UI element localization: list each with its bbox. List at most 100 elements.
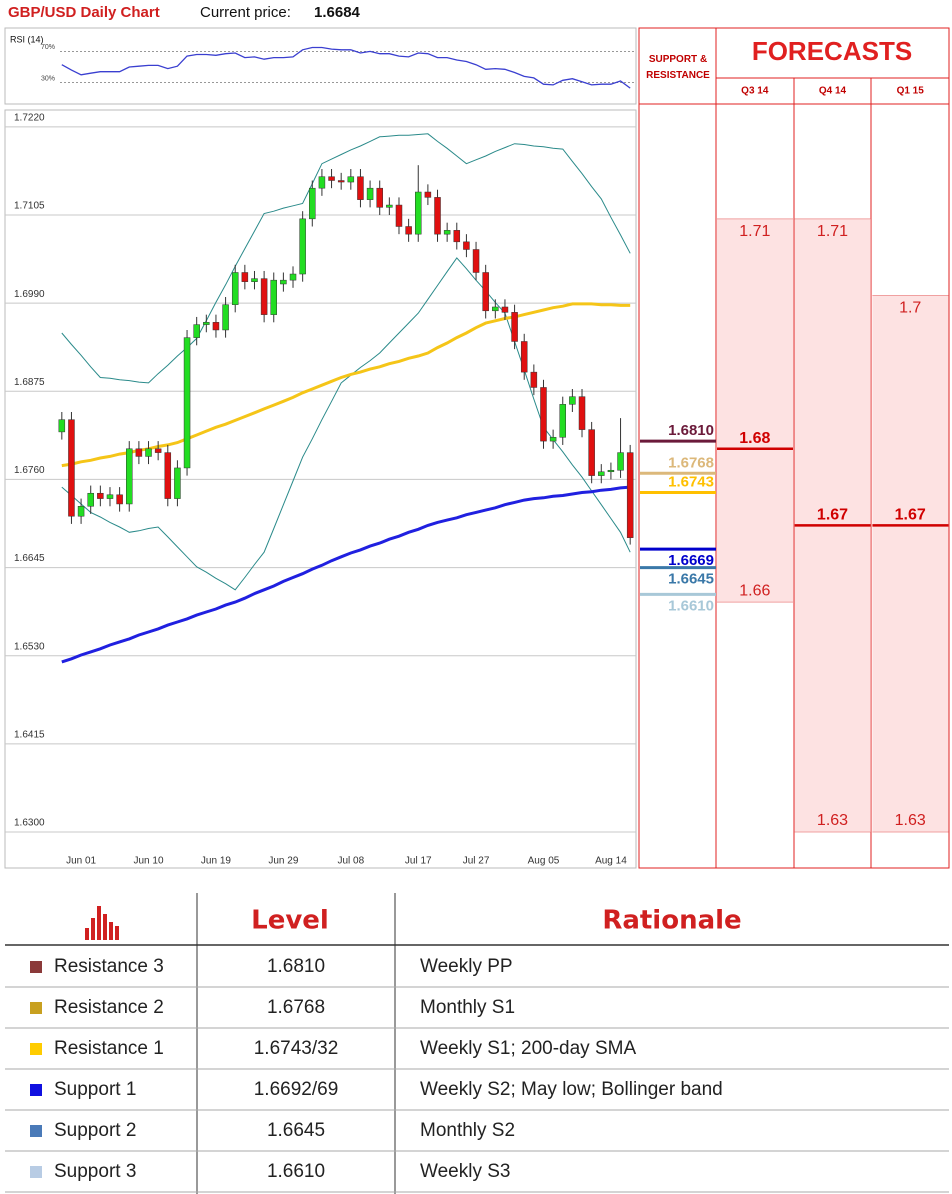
y-tick-label: 1.6875 — [14, 377, 45, 388]
y-tick-label: 1.6300 — [14, 818, 45, 829]
candle-body — [145, 448, 152, 457]
price-panel — [4, 109, 637, 869]
legend-swatch — [30, 961, 42, 973]
y-tick-label: 1.6530 — [14, 641, 45, 652]
row-level: 1.6692/69 — [254, 1079, 339, 1100]
candle-body — [395, 204, 403, 227]
forecast-low-label: 1.66 — [739, 582, 770, 599]
candle-body — [501, 306, 509, 313]
x-tick-label: Jul 27 — [463, 856, 490, 867]
forecast-mid-label: 1.67 — [817, 507, 848, 524]
forecast-low-label: 1.63 — [895, 812, 926, 829]
candle-body — [559, 404, 566, 438]
y-tick-label: 1.7220 — [14, 113, 45, 124]
row-rationale: Monthly S1 — [420, 997, 515, 1018]
table-icon — [85, 906, 119, 940]
indicator-line — [61, 133, 631, 384]
candle-body — [135, 448, 143, 457]
candle-body — [520, 341, 528, 373]
rsi-panel — [4, 27, 637, 105]
table-header: Rationale — [602, 906, 741, 936]
candle-body — [482, 272, 489, 312]
legend-swatch — [30, 1002, 42, 1014]
candle-body — [626, 452, 634, 538]
candle-body — [357, 176, 364, 200]
indicator-line — [61, 302, 631, 468]
candle-body — [299, 218, 306, 275]
candle-body — [193, 324, 200, 338]
candle-body — [472, 249, 480, 273]
candle-body — [164, 452, 172, 499]
forecast-high-label: 1.71 — [817, 223, 848, 240]
candle-body — [68, 419, 75, 517]
forecast-mid-label: 1.68 — [739, 430, 770, 447]
legend-swatch — [30, 1043, 42, 1055]
candle-body — [212, 322, 220, 331]
x-tick-label: Jun 01 — [66, 856, 96, 867]
candle-body — [328, 176, 335, 181]
candle-body — [415, 191, 422, 235]
row-level: 1.6743/32 — [254, 1038, 339, 1059]
candle-body — [598, 471, 605, 476]
candle-body — [366, 187, 374, 200]
candle-body — [126, 448, 133, 505]
level-label: 1.6645 — [668, 571, 714, 588]
column-header: Q3 14 — [741, 86, 769, 97]
y-tick-label: 70% — [41, 44, 55, 51]
y-tick-label: 1.6990 — [14, 289, 45, 300]
candle-body — [154, 448, 162, 453]
candle-body — [231, 272, 239, 305]
forecast-mid-label: 1.67 — [895, 507, 926, 524]
x-tick-label: Jul 08 — [337, 856, 364, 867]
candle-body — [203, 322, 210, 325]
row-rationale: Weekly S2; May low; Bollinger band — [420, 1079, 723, 1100]
candle-body — [241, 272, 249, 282]
x-tick-label: Jul 17 — [405, 856, 432, 867]
candle-body — [617, 452, 624, 471]
indicator-line — [61, 485, 631, 664]
candle-body — [578, 396, 586, 430]
forecast-high-label: 1.71 — [739, 223, 770, 240]
column-header: Q4 14 — [819, 86, 847, 97]
row-rationale: Weekly S3 — [420, 1161, 510, 1182]
candle-body — [280, 279, 287, 285]
candle-body — [58, 419, 66, 433]
forecast-low-label: 1.63 — [817, 812, 848, 829]
levels-title: SUPPORT & RESISTANCE — [646, 54, 710, 81]
x-tick-label: Aug 05 — [528, 856, 560, 867]
candle-body — [87, 492, 94, 507]
candle-body — [530, 371, 538, 388]
row-name: Resistance 2 — [54, 997, 164, 1018]
price-label: Current price: — [200, 4, 291, 21]
candle-body — [511, 312, 518, 342]
legend-swatch — [30, 1084, 42, 1096]
candle-body — [270, 279, 277, 315]
row-level: 1.6810 — [267, 956, 325, 977]
candle-body — [251, 278, 258, 282]
legend-swatch — [30, 1166, 42, 1178]
row-rationale: Weekly S1; 200-day SMA — [420, 1038, 636, 1059]
forecast-high-label: 1.7 — [899, 300, 921, 317]
candle-body — [116, 494, 123, 505]
forecast-title: FORECASTS — [752, 36, 912, 66]
price-value: 1.6684 — [314, 4, 361, 21]
candle-body — [549, 437, 557, 442]
level-label: 1.6610 — [668, 597, 714, 614]
candle-body — [318, 176, 326, 189]
chart-title: GBP/USD Daily Chart — [8, 4, 160, 21]
x-tick-label: Jun 29 — [268, 856, 298, 867]
level-label: 1.6768 — [668, 454, 714, 471]
candle-body — [463, 241, 470, 250]
indicator-line — [61, 257, 631, 591]
candle-body — [569, 396, 576, 405]
candle-body — [309, 187, 316, 220]
y-tick-label: 1.6645 — [14, 553, 45, 564]
forecast-range — [717, 218, 793, 603]
candle-body — [260, 278, 268, 315]
x-tick-label: Jun 10 — [134, 856, 164, 867]
y-tick-label: 30% — [41, 75, 55, 82]
candle-body — [222, 304, 229, 331]
y-tick-label: 1.6415 — [14, 730, 45, 741]
y-tick-label: 1.7105 — [14, 201, 45, 212]
level-label: 1.6810 — [668, 422, 714, 439]
